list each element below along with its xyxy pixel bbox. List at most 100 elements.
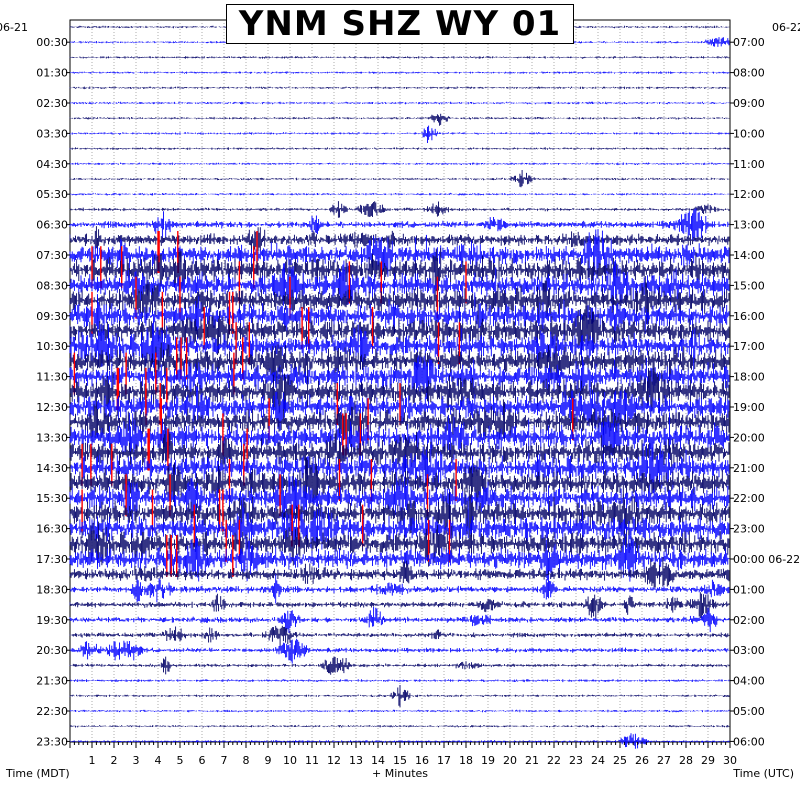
x-tick-label: 30 <box>723 754 737 767</box>
x-tick-label: 8 <box>243 754 250 767</box>
right-time-label: 09:00 <box>733 97 765 110</box>
x-tick-label: 28 <box>679 754 693 767</box>
x-axis-ticks: 1 2 3 4 5 6 7 8 9 10 11 12 13 14 15 16 17 18 19 20 21 22 23 24 2… <box>69 742 737 767</box>
trace-line <box>69 113 730 126</box>
left-time-label: 23:30 <box>36 735 68 748</box>
x-tick-label: 6 <box>199 754 206 767</box>
trace-line <box>69 426 730 476</box>
right-time-label: 19:00 <box>733 401 765 414</box>
right-time-label: 01:00 <box>733 583 765 596</box>
left-time-label: 17:30 <box>36 553 68 566</box>
x-tick-label: 10 <box>283 754 297 767</box>
station-title-box: YNM SHZ WY 01 <box>226 4 574 44</box>
trace-line <box>69 201 730 218</box>
left-axis-label: Time (MDT) <box>5 767 70 780</box>
right-time-label: 12:00 <box>733 188 765 201</box>
x-tick-label: 15 <box>393 754 407 767</box>
x-tick-label: 20 <box>503 754 517 767</box>
x-tick-label: 19 <box>481 754 495 767</box>
trace-line <box>69 366 730 417</box>
left-time-label: 13:30 <box>36 431 68 444</box>
x-tick-label: 16 <box>415 754 429 767</box>
trace-line <box>69 247 730 293</box>
x-tick-label: 13 <box>349 754 363 767</box>
trace-line <box>69 147 730 150</box>
left-time-ticks: 00:30 01:30 02:30 03:30 04:30 05:30 06:30 07:30… <box>36 36 70 748</box>
trace-line <box>69 385 730 431</box>
x-tick-label: 25 <box>613 754 627 767</box>
trace-line <box>69 208 730 242</box>
right-time-label: 20:00 <box>733 431 765 444</box>
trace-line <box>69 625 730 647</box>
trace-line <box>69 606 730 633</box>
right-time-label: 03:00 <box>733 644 765 657</box>
x-axis-label: + Minutes <box>372 767 428 780</box>
left-time-label: 06:30 <box>36 219 68 232</box>
trace-line <box>69 399 730 446</box>
x-tick-label: 29 <box>701 754 715 767</box>
left-time-label: 03:30 <box>36 127 68 140</box>
trace-line <box>69 685 730 707</box>
right-time-ticks: 07:00 08:00 09:00 10:00 11:00 12:00 13:00 14:00… <box>730 36 800 748</box>
right-time-label: 14:00 <box>733 249 765 262</box>
left-time-label: 08:30 <box>36 279 68 292</box>
trace-line <box>69 305 730 355</box>
trace-line <box>69 724 730 728</box>
seismic-traces <box>69 25 730 749</box>
x-tick-label: 11 <box>305 754 319 767</box>
right-time-label: 16:00 <box>733 310 765 323</box>
right-time-label: 11:00 <box>733 158 765 171</box>
right-time-label: 21:00 <box>733 462 765 475</box>
date-left: 06-21 <box>0 21 28 34</box>
trace-line <box>69 321 730 372</box>
trace-line <box>69 86 730 90</box>
trace-line <box>69 557 730 588</box>
left-time-label: 12:30 <box>36 401 68 414</box>
right-time-label: 10:00 <box>733 127 765 140</box>
right-time-label: 08:00 <box>733 67 765 80</box>
trace-line <box>69 521 730 567</box>
x-tick-label: 12 <box>327 754 341 767</box>
x-tick-label: 3 <box>133 754 140 767</box>
left-time-label: 14:30 <box>36 462 68 475</box>
right-time-label: 22:00 <box>733 492 765 505</box>
trace-line <box>69 656 730 675</box>
left-time-label: 10:30 <box>36 340 68 353</box>
x-tick-label: 9 <box>265 754 272 767</box>
x-tick-label: 18 <box>459 754 473 767</box>
right-time-label: 05:00 <box>733 705 765 718</box>
trace-line <box>69 533 730 582</box>
trace-line <box>69 170 730 188</box>
right-time-label: 23:00 <box>733 523 765 536</box>
x-tick-label: 2 <box>111 754 118 767</box>
left-time-label: 04:30 <box>36 158 68 171</box>
trace-line <box>69 412 730 463</box>
left-time-label: 09:30 <box>36 310 68 323</box>
x-tick-label: 7 <box>221 754 228 767</box>
trace-line <box>69 592 730 619</box>
right-time-label: 00:00 06-22 <box>733 553 800 566</box>
right-time-label: 18:00 <box>733 371 765 384</box>
left-time-label: 20:30 <box>36 644 68 657</box>
left-time-label: 07:30 <box>36 249 68 262</box>
x-tick-label: 23 <box>569 754 583 767</box>
left-time-label: 22:30 <box>36 705 68 718</box>
right-time-label: 17:00 <box>733 340 765 353</box>
x-tick-label: 27 <box>657 754 671 767</box>
trace-line <box>69 56 730 59</box>
date-right: 06-22 <box>772 21 800 34</box>
left-time-label: 00:30 <box>36 36 68 49</box>
right-time-label: 06:00 <box>733 735 765 748</box>
right-time-label: 02:00 <box>733 614 765 627</box>
right-time-label: 07:00 <box>733 36 765 49</box>
left-time-label: 01:30 <box>36 67 68 80</box>
left-time-label: 21:30 <box>36 675 68 688</box>
x-tick-label: 4 <box>155 754 162 767</box>
x-tick-label: 26 <box>635 754 649 767</box>
trace-line <box>69 226 730 254</box>
right-time-label: 04:00 <box>733 675 765 688</box>
x-tick-label: 24 <box>591 754 605 767</box>
left-time-label: 19:30 <box>36 614 68 627</box>
trace-line <box>69 125 730 143</box>
x-tick-label: 22 <box>547 754 561 767</box>
